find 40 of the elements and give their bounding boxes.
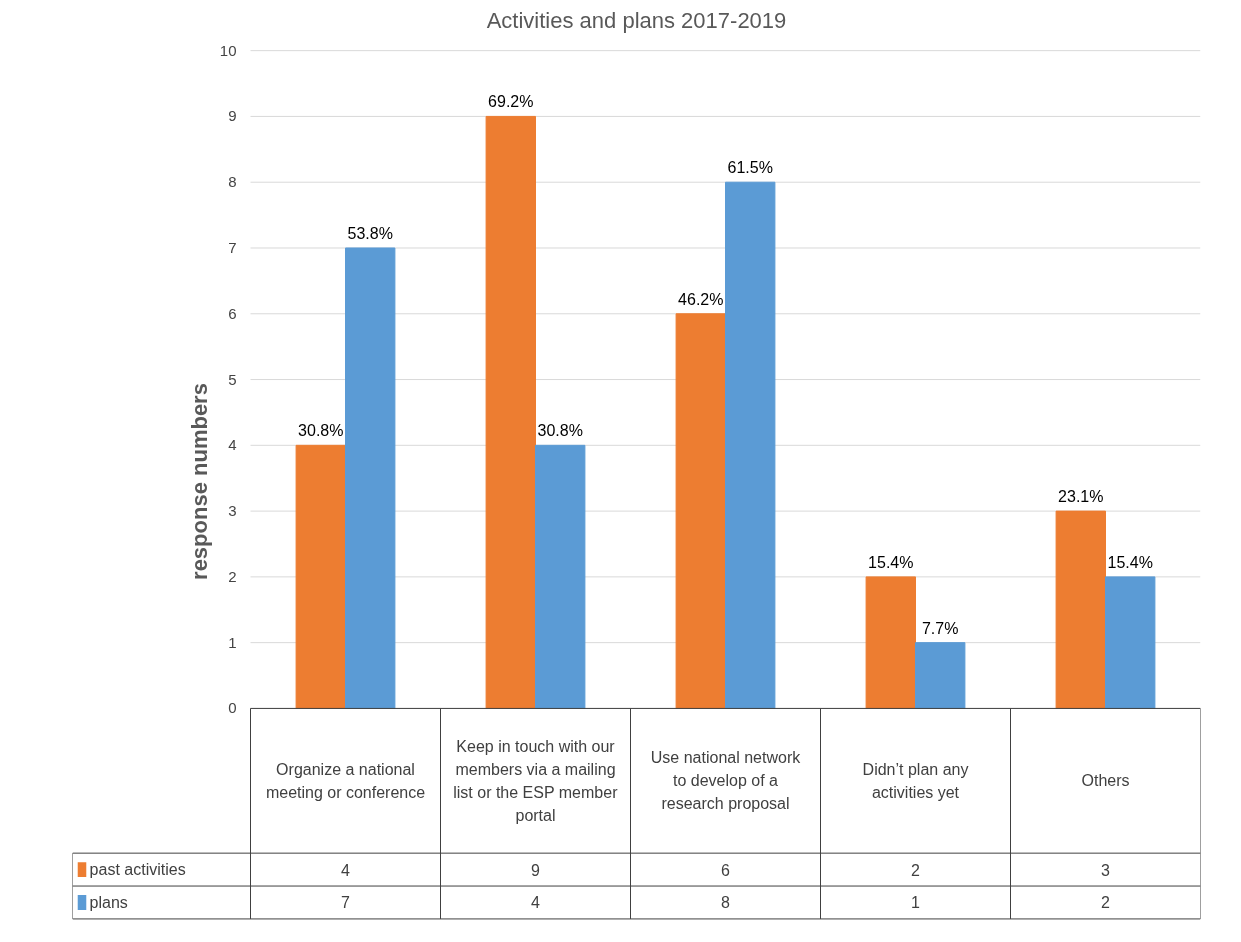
x-tick-label: Organize a national meeting or conference [265, 760, 426, 801]
legend-label: plans [89, 893, 128, 911]
y-tick-label: 0 [228, 699, 237, 717]
y-tick-label: 3 [228, 502, 237, 520]
data-label: 2 [1101, 894, 1111, 912]
data-label: 7 [341, 894, 351, 912]
annotation: 46.2% [678, 290, 724, 308]
x-tick-label: Others [1081, 772, 1130, 790]
y-tick-label: 2 [228, 567, 237, 585]
data-label: 3 [1101, 861, 1111, 879]
data-label: 4 [341, 861, 351, 879]
y-tick-label: 7 [228, 238, 237, 256]
data-label: 1 [911, 894, 921, 912]
data-label: 4 [531, 894, 541, 912]
annotation: 69.2% [488, 93, 534, 111]
annotation: 15.4% [1107, 553, 1153, 571]
y-tick-label: 4 [228, 436, 237, 454]
x-tick-label: Keep in touch with our members via a mailing list or the ESP member portal [453, 737, 619, 824]
chart-title: Activities and plans 2017-2019 [486, 7, 787, 33]
x-tick-label: Use national network to develop of a research proposal [650, 749, 802, 813]
y-tick-label: 6 [228, 304, 237, 322]
annotation: 30.8% [298, 422, 344, 440]
annotation: 30.8% [537, 422, 583, 440]
data-label: 9 [531, 861, 541, 879]
x-tick-label: Didn’t plan any activities yet [862, 760, 969, 801]
y-axis-title: response numbers [186, 383, 212, 580]
annotation: 61.5% [727, 159, 773, 177]
data-label: 8 [721, 894, 731, 912]
data-label: 2 [911, 861, 921, 879]
data-label: 6 [721, 861, 731, 879]
y-tick-label: 9 [228, 107, 237, 125]
y-tick-label: 1 [228, 633, 237, 651]
legend-label: past activities [89, 861, 186, 879]
annotation: 53.8% [347, 224, 393, 242]
y-tick-label: 10 [219, 41, 237, 59]
y-tick-label: 5 [228, 370, 237, 388]
y-tick-label: 8 [228, 173, 237, 191]
annotation: 7.7% [921, 619, 959, 637]
annotation: 15.4% [868, 553, 914, 571]
annotation: 23.1% [1058, 488, 1104, 506]
